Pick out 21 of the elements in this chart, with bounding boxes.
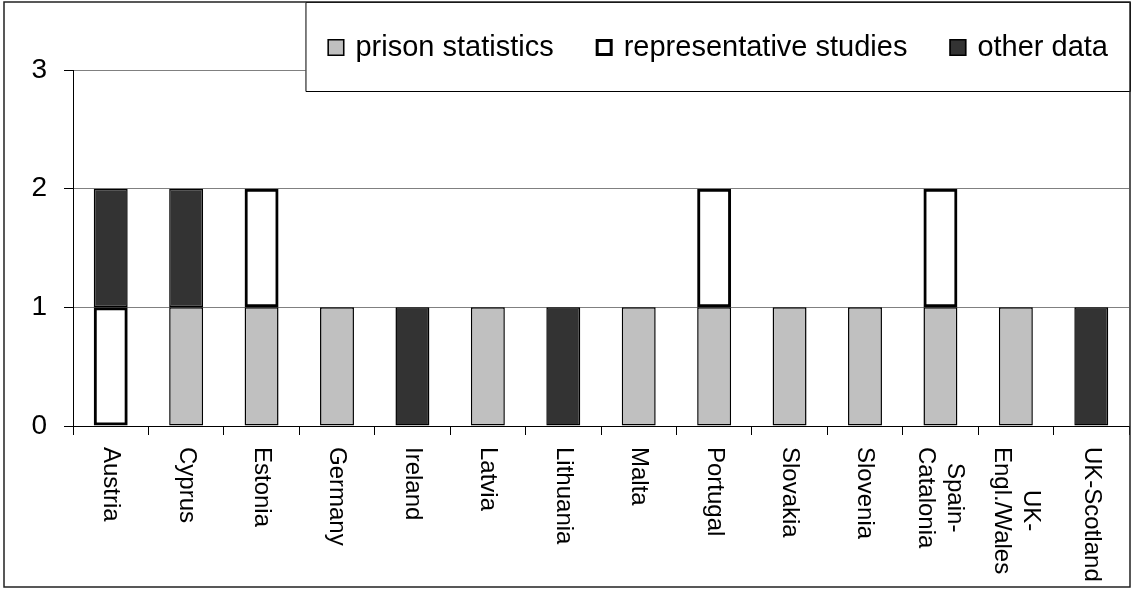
y-tick-label: 2 — [31, 171, 47, 203]
x-tick-label: Cyprus — [174, 446, 202, 524]
x-tick-label: Slovakia — [777, 447, 805, 539]
x-tick-label: Latvia — [476, 447, 504, 512]
legend-label: prison statistics — [355, 29, 554, 62]
x-tick-label: Ireland — [400, 447, 428, 521]
x-tick-label: UK-Scotland — [1079, 447, 1107, 582]
x-tick-label: Portugal — [702, 447, 730, 537]
x-tick-label: Germany — [325, 447, 353, 546]
x-tick-label: Slovenia — [853, 447, 881, 540]
x-tick-label: Lithuania — [551, 447, 579, 546]
x-tick-label: Malta — [627, 447, 655, 507]
y-tick-label: 0 — [31, 408, 47, 440]
legend-label: representative studies — [623, 29, 908, 62]
x-tick-label: Estonia — [249, 446, 277, 528]
x-tick-label: UK-Engl./Wales — [989, 446, 1046, 575]
x-tick-label: Austria — [99, 447, 127, 523]
y-tick-label: 1 — [31, 290, 47, 322]
y-tick-label: 3 — [31, 52, 47, 84]
legend-label: other data — [977, 29, 1109, 62]
x-tick-label: Spain-Catalonia — [914, 447, 971, 550]
